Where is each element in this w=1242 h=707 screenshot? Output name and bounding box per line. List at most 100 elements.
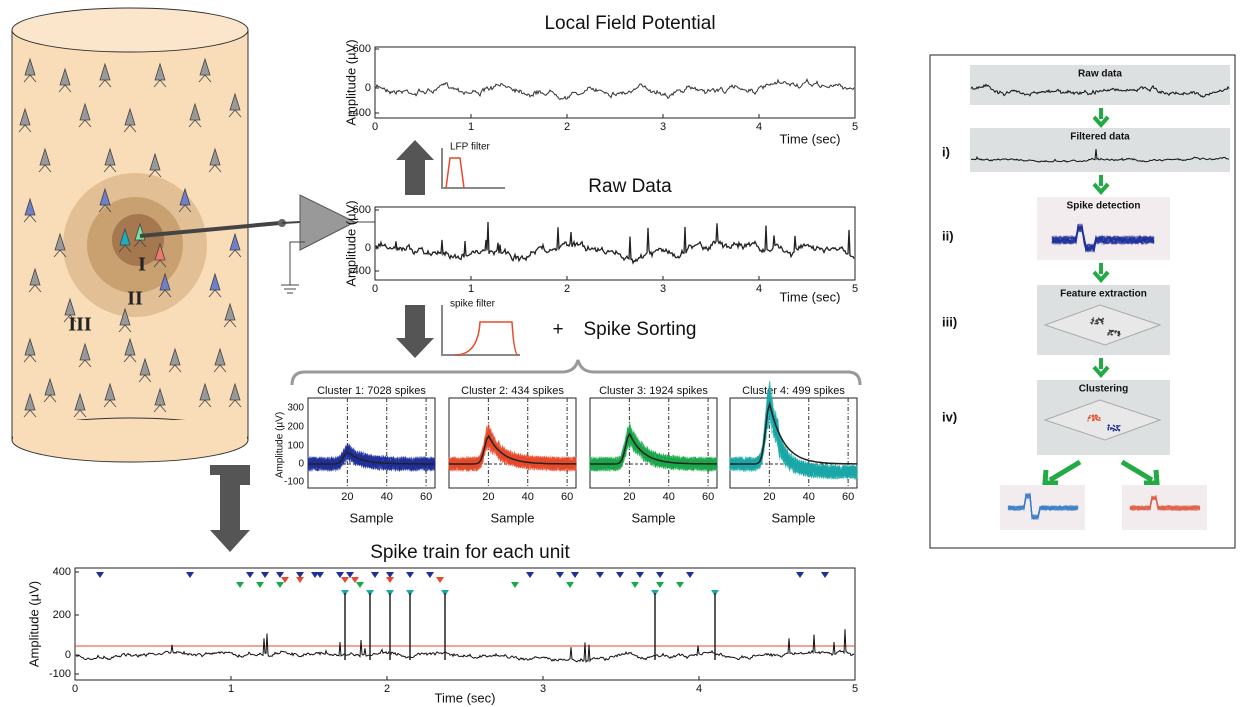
cluster-frame [448, 397, 577, 489]
spike-marker [386, 572, 394, 578]
neuron [103, 147, 117, 173]
spike-marker [436, 577, 444, 583]
feature-dot [1117, 334, 1120, 336]
neuron [23, 392, 37, 418]
feature-dot [1114, 332, 1117, 334]
feature-dot [1094, 322, 1096, 325]
signal-trace [375, 221, 855, 265]
step-numeral: iv) [942, 409, 957, 424]
cluster-dot [1110, 427, 1112, 429]
mean-waveform [590, 432, 717, 465]
feature-dot [1108, 329, 1111, 332]
x-axis-label: Sample [771, 510, 815, 525]
feature-dot [1118, 331, 1121, 333]
spike-marker [676, 582, 684, 588]
spike-marker [316, 572, 324, 578]
plot-title: Spike train for each unit [370, 542, 570, 563]
spike-marker [341, 577, 349, 583]
spike-marker [256, 582, 264, 588]
y-tick-label: 0 [65, 649, 71, 661]
neuron [73, 392, 87, 418]
signal-trace [970, 83, 1230, 98]
cluster-dot [1095, 417, 1098, 420]
neuron [208, 272, 222, 298]
spike-marker [426, 572, 434, 578]
wire [281, 221, 301, 224]
spike-marker [346, 572, 354, 578]
x-tick-label: 40 [803, 491, 815, 503]
x-tick-label: 60 [702, 491, 714, 503]
plot-frame [374, 206, 856, 281]
x-tick-label: 5 [852, 121, 858, 133]
spike-marker [821, 572, 829, 578]
neuron [98, 187, 112, 213]
feature-dot [1108, 332, 1110, 335]
x-tick-label: 40 [522, 491, 534, 503]
arrow-down [396, 305, 434, 358]
neuron [228, 232, 242, 258]
neuron [223, 302, 237, 328]
y-tick-label: 0 [365, 82, 371, 94]
x-tick-label: 20 [341, 491, 353, 503]
x-tick-label: 0 [372, 121, 378, 133]
cluster-dot [1098, 417, 1101, 420]
cluster-dot [1112, 427, 1115, 430]
spike-marker [336, 572, 344, 578]
x-tick-label: 1 [228, 683, 234, 695]
electrode [139, 221, 281, 238]
neuron [188, 102, 202, 128]
spike-marker [511, 582, 519, 588]
signal-trace [375, 77, 855, 101]
neuron [103, 382, 117, 408]
plot-title: Local Field Potential [544, 13, 715, 34]
feature-dot [1091, 318, 1093, 321]
signal-trace [75, 629, 855, 663]
y-tick-label: 400 [53, 566, 71, 578]
filter-axes [441, 305, 520, 356]
x-axis-label: Sample [490, 510, 534, 525]
x-tick-label: 4 [696, 683, 702, 695]
feature-dot [1108, 331, 1111, 333]
cluster-title: Cluster 1: 7028 spikes [317, 385, 426, 397]
neuron [63, 297, 77, 323]
signal-trace [970, 149, 1230, 163]
spike-marker [296, 572, 304, 578]
cluster-dot [1113, 428, 1116, 431]
spike-marker [276, 572, 284, 578]
step-box [1037, 197, 1170, 260]
x-tick-label: 60 [561, 491, 573, 503]
x-tick-label: 3 [540, 683, 546, 695]
brace [290, 359, 862, 386]
neuron [78, 102, 92, 128]
y-tick-label: 200 [287, 422, 304, 433]
neuron [118, 227, 132, 253]
spike-marker [351, 577, 359, 583]
cluster-waveform [729, 390, 858, 480]
neuron [153, 387, 167, 413]
cluster-dot [1096, 419, 1098, 421]
cluster-frame [589, 397, 718, 489]
arrow-bend [210, 465, 250, 552]
neuron [23, 57, 37, 83]
x-tick-label: 20 [623, 491, 635, 503]
y-tick-label: 0 [298, 459, 304, 470]
feature-dot [1096, 319, 1099, 321]
y-tick-label: -100 [284, 477, 304, 488]
cluster-dot [1099, 419, 1101, 421]
spike-marker [566, 582, 574, 588]
x-tick-label: 2 [384, 683, 390, 695]
cluster-dot [1112, 429, 1115, 432]
neuron [118, 307, 132, 333]
x-axis-label: Time (sec) [780, 131, 841, 146]
feature-plane [1043, 304, 1162, 346]
cluster-dot [1117, 428, 1119, 430]
cluster-dot [1094, 414, 1097, 417]
cluster-dot [1088, 416, 1091, 418]
y-tick-label: 600 [353, 43, 371, 55]
spike-marker [616, 572, 624, 578]
spike-marker [386, 577, 394, 583]
spike-marker [526, 572, 534, 578]
mean-waveform [730, 401, 857, 465]
cluster-dot [1118, 429, 1120, 431]
